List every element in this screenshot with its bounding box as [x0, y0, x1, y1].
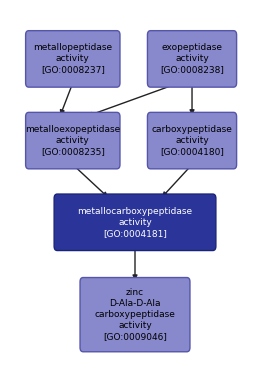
- Text: metallopeptidase
activity
[GO:0008237]: metallopeptidase activity [GO:0008237]: [33, 43, 112, 74]
- Text: exopeptidase
activity
[GO:0008238]: exopeptidase activity [GO:0008238]: [160, 43, 224, 74]
- FancyBboxPatch shape: [147, 31, 237, 87]
- FancyBboxPatch shape: [54, 194, 216, 250]
- Text: metalloexopeptidase
activity
[GO:0008235]: metalloexopeptidase activity [GO:0008235…: [25, 125, 120, 156]
- FancyBboxPatch shape: [26, 112, 120, 169]
- Text: carboxypeptidase
activity
[GO:0004180]: carboxypeptidase activity [GO:0004180]: [151, 125, 232, 156]
- FancyBboxPatch shape: [26, 31, 120, 87]
- FancyBboxPatch shape: [80, 278, 190, 352]
- Text: metallocarboxypeptidase
activity
[GO:0004181]: metallocarboxypeptidase activity [GO:000…: [77, 207, 193, 238]
- Text: zinc
D-Ala-D-Ala
carboxypeptidase
activity
[GO:0009046]: zinc D-Ala-D-Ala carboxypeptidase activi…: [94, 288, 176, 342]
- FancyBboxPatch shape: [147, 112, 237, 169]
